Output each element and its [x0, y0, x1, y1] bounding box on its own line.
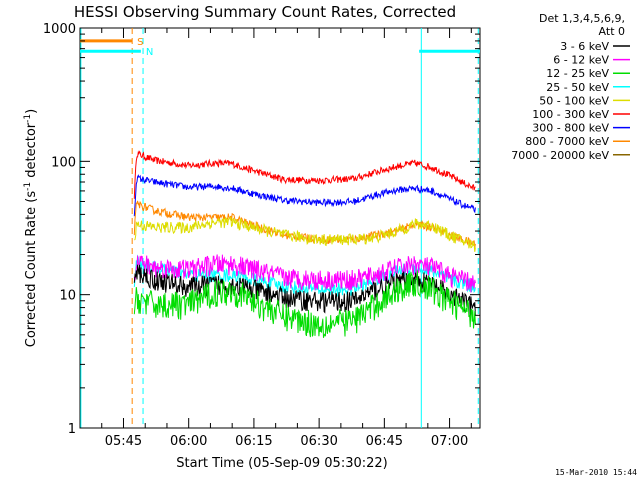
flag-bars: SN	[80, 37, 480, 58]
legend-entry-label: 12 - 25 keV	[546, 67, 609, 80]
legend-entry-label: 25 - 50 keV	[546, 81, 609, 94]
x-tick-label: 07:00	[431, 434, 468, 449]
y-tick-label: 10	[59, 289, 76, 304]
timestamp: 15-Mar-2010 15:44	[555, 468, 637, 477]
series-line	[134, 215, 476, 252]
x-tick-label: 06:45	[366, 434, 403, 449]
x-tick-label: 05:45	[105, 434, 142, 449]
x-tick-label: 06:15	[235, 434, 272, 449]
x-axis: 05:45 06:00 06:15 06:30 06:45 07:00	[101, 28, 472, 449]
x-tick-label: 06:30	[300, 434, 337, 449]
legend-entry-label: 50 - 100 keV	[539, 94, 609, 107]
series-line	[133, 270, 476, 338]
y-axis: 1 10 100 1000	[43, 22, 480, 437]
flag-label: S	[137, 37, 143, 48]
series-group	[133, 150, 476, 338]
y-axis-label-sup1: -1	[23, 182, 33, 191]
y-axis-label: Corrected Count Rate (s-1 detector-1)	[23, 109, 39, 347]
y-tick-label: 100	[51, 155, 76, 170]
y-axis-label-mid: detector	[24, 122, 39, 182]
y-tick-label: 1	[68, 422, 76, 437]
y-tick-label: 1000	[43, 22, 76, 37]
series-line	[133, 264, 476, 316]
x-tick-label: 06:00	[170, 434, 207, 449]
y-axis-label-main: Corrected Count Rate (s	[24, 191, 39, 348]
attenuator-lines	[80, 28, 479, 428]
x-axis-label: Start Time (05-Sep-09 05:30:22)	[176, 456, 387, 471]
y-axis-label-end: )	[24, 109, 39, 114]
legend-header: Det 1,3,4,5,6,9,	[539, 12, 625, 25]
plot-frame	[79, 27, 481, 429]
legend-header: Att 0	[599, 25, 625, 38]
legend-entry-label: 300 - 800 keV	[532, 122, 609, 135]
legend-entry-label: 7000 - 20000 keV	[511, 149, 609, 162]
series-line	[133, 254, 476, 293]
legend-entry-label: 800 - 7000 keV	[525, 135, 609, 148]
legend-entry-label: 3 - 6 keV	[560, 40, 609, 53]
series-line	[133, 174, 476, 217]
series-line	[133, 150, 476, 199]
legend-entry-label: 6 - 12 keV	[553, 54, 609, 67]
chart-title: HESSI Observing Summary Count Rates, Cor…	[74, 3, 456, 21]
legend-entry-label: 100 - 300 keV	[532, 108, 609, 121]
y-axis-label-sup2: -1	[23, 114, 33, 123]
flag-label: N	[146, 47, 153, 58]
